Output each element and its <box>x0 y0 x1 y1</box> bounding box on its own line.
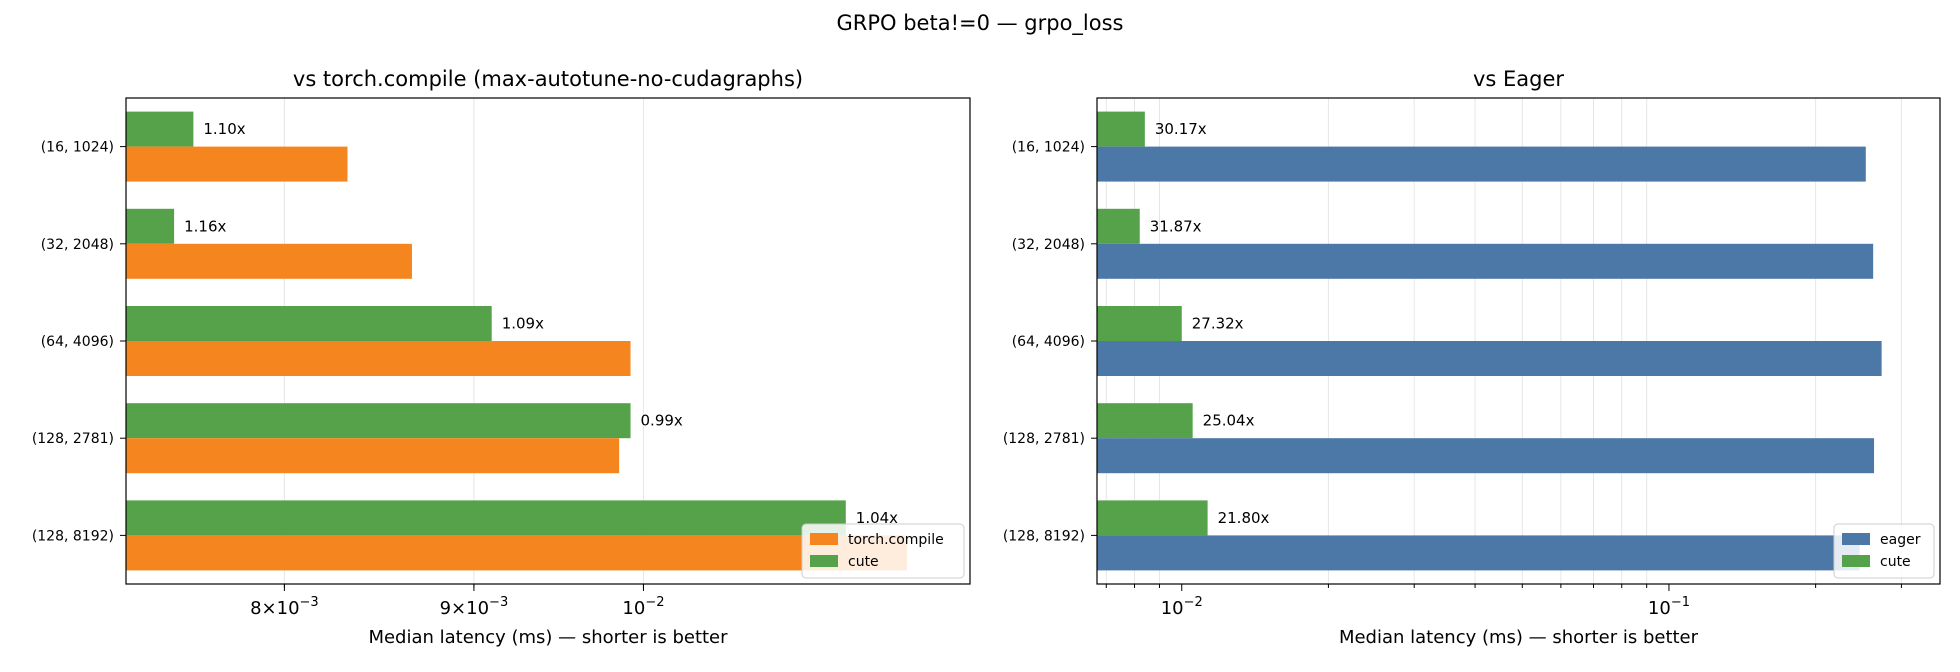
x-axis-label: Median latency (ms) — shorter is better <box>1339 627 1699 648</box>
ytick-label-3: (128, 2781) <box>1003 431 1085 447</box>
bar-label-1: 1.16x <box>184 217 226 235</box>
bar-torch-compile-0 <box>126 146 348 182</box>
ytick-label-4: (128, 8192) <box>32 528 114 544</box>
legend-swatch-0 <box>1842 533 1870 545</box>
legend-swatch-0 <box>810 533 838 545</box>
legend-swatch-1 <box>810 555 838 567</box>
bar-cute-4 <box>126 500 846 536</box>
bar-cute-2 <box>126 306 492 341</box>
bar-cute-1 <box>1097 208 1140 244</box>
bar-label-3: 0.99x <box>641 412 683 430</box>
legend-box <box>801 523 965 579</box>
axes-frame <box>1096 97 1941 585</box>
legend-label-0: torch.compile <box>848 532 944 548</box>
bar-eager-1 <box>1097 243 1874 279</box>
legend-label-1: cute <box>848 554 879 570</box>
ytick-label-1: (32, 2048) <box>41 237 114 253</box>
bar-label-2: 27.32x <box>1192 315 1244 333</box>
bar-label-4: 1.04x <box>856 509 898 527</box>
legend-label-0: eager <box>1880 532 1921 548</box>
bar-torch-compile-4 <box>126 535 908 571</box>
bar-cute-0 <box>126 111 194 147</box>
xtick-label-2: 10−2 <box>622 595 664 619</box>
ytick-label-1: (32, 2048) <box>1012 237 1085 253</box>
bar-torch-compile-1 <box>126 243 412 279</box>
ytick-label-4: (128, 8192) <box>1003 528 1085 544</box>
bar-label-1: 31.87x <box>1150 217 1202 235</box>
axes-frame <box>125 97 971 585</box>
figure-title: GRPO beta!=0 — grpo_loss <box>836 11 1123 36</box>
xtick-label-0: 8×10−3 <box>250 595 319 619</box>
panel-vs-eager: vs Eager 30.17x (16, 1024) 31.87x (32, 2048)… <box>1003 67 1941 648</box>
axes-title: vs Eager <box>1473 67 1564 91</box>
ytick-label-2: (64, 4096) <box>1012 334 1085 350</box>
legend: eager cute <box>1833 523 1935 579</box>
bar-eager-2 <box>1097 341 1882 376</box>
bar-label-0: 30.17x <box>1155 120 1207 138</box>
xtick-label-0: 10−2 <box>1161 595 1203 619</box>
ytick-label-3: (128, 2781) <box>32 431 114 447</box>
bar-eager-3 <box>1097 438 1875 474</box>
bar-torch-compile-3 <box>126 438 620 474</box>
ytick-label-2: (64, 4096) <box>41 334 114 350</box>
bar-label-4: 21.80x <box>1218 509 1270 527</box>
bar-cute-4 <box>1097 500 1208 536</box>
xtick-label-1: 9×10−3 <box>440 595 509 619</box>
bar-label-3: 25.04x <box>1203 412 1255 430</box>
bar-cute-1 <box>126 208 175 244</box>
xtick-label-1: 10−1 <box>1648 595 1690 619</box>
bar-eager-4 <box>1097 535 1860 571</box>
legend-label-1: cute <box>1880 554 1911 570</box>
legend: torch.compile cute <box>801 523 965 579</box>
bar-torch-compile-2 <box>126 341 631 376</box>
bar-label-0: 1.10x <box>203 120 245 138</box>
bar-cute-2 <box>1097 306 1182 341</box>
bar-cute-3 <box>1097 403 1193 439</box>
bar-cute-0 <box>1097 111 1145 147</box>
bar-eager-0 <box>1097 146 1866 182</box>
legend-swatch-1 <box>1842 555 1870 567</box>
axes-title: vs torch.compile (max-autotune-no-cudagr… <box>293 67 803 91</box>
ytick-label-0: (16, 1024) <box>1012 140 1085 156</box>
bar-cute-3 <box>126 403 631 439</box>
ytick-label-0: (16, 1024) <box>41 140 114 156</box>
bar-label-2: 1.09x <box>502 315 544 333</box>
x-axis-label: Median latency (ms) — shorter is better <box>368 627 728 648</box>
panel-vs-torch-compile: vs torch.compile (max-autotune-no-cudagr… <box>32 67 971 648</box>
